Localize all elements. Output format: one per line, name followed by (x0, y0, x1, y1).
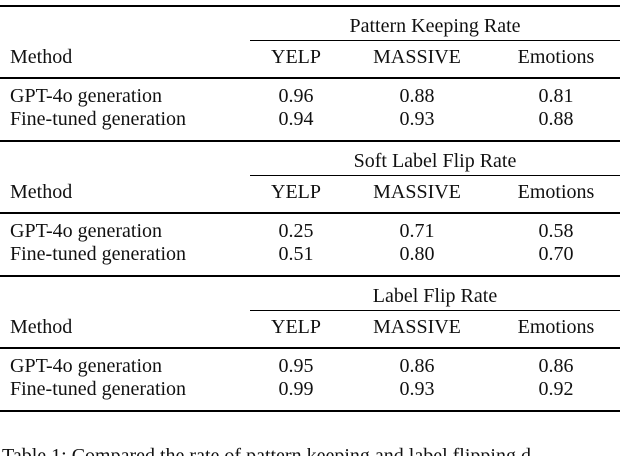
value-cell: 0.88 (538, 108, 574, 130)
column-header-massive: MASSIVE (373, 316, 461, 338)
column-header-massive: MASSIVE (373, 181, 461, 203)
method-header: Method (10, 181, 73, 203)
spanner-title: Soft Label Flip Rate (250, 142, 620, 176)
column-header-row: Method YELP MASSIVE Emotions (0, 176, 620, 214)
row-method-label: GPT-4o generation (10, 85, 163, 107)
table-row: Fine-tuned generation 0.94 0.93 0.88 (0, 108, 620, 131)
table-row: GPT-4o generation 0.25 0.71 0.58 (0, 220, 620, 243)
table-row: GPT-4o generation 0.95 0.86 0.86 (0, 355, 620, 378)
table-body: GPT-4o generation 0.95 0.86 0.86 Fine-tu… (0, 349, 620, 410)
row-method-label: GPT-4o generation (10, 220, 163, 242)
row-method-label: Fine-tuned generation (10, 108, 187, 130)
column-header-yelp: YELP (271, 46, 321, 68)
value-cell: 0.58 (538, 220, 574, 242)
spanner-spacer (0, 142, 250, 176)
column-header-massive: MASSIVE (373, 46, 461, 68)
spanner-spacer (0, 7, 250, 41)
row-method-label: Fine-tuned generation (10, 243, 187, 265)
table-section-pattern-keeping-rate: Pattern Keeping Rate Method YELP MASSIVE… (0, 5, 620, 140)
column-header-emotions: Emotions (517, 181, 595, 203)
table-body: GPT-4o generation 0.96 0.88 0.81 Fine-tu… (0, 79, 620, 140)
value-cell: 0.86 (399, 355, 435, 377)
value-cell: 0.96 (278, 85, 314, 107)
method-header: Method (10, 46, 73, 68)
value-cell: 0.92 (538, 378, 574, 400)
value-cell: 0.88 (399, 85, 435, 107)
spanner-title: Pattern Keeping Rate (250, 7, 620, 41)
value-cell: 0.81 (538, 85, 574, 107)
value-cell: 0.93 (399, 108, 435, 130)
spanner-row: Soft Label Flip Rate (0, 142, 620, 176)
method-header: Method (10, 316, 73, 338)
value-cell: 0.94 (278, 108, 314, 130)
table-row: Fine-tuned generation 0.99 0.93 0.92 (0, 378, 620, 401)
spanner-title: Label Flip Rate (250, 277, 620, 311)
column-header-row: Method YELP MASSIVE Emotions (0, 41, 620, 79)
value-cell: 0.99 (278, 378, 314, 400)
value-cell: 0.93 (399, 378, 435, 400)
table-caption: Table 1: Compared the rate of pattern ke… (2, 445, 531, 456)
column-header-yelp: YELP (271, 181, 321, 203)
row-method-label: GPT-4o generation (10, 355, 163, 377)
table-section-label-flip-rate: Label Flip Rate Method YELP MASSIVE Emot… (0, 275, 620, 412)
row-method-label: Fine-tuned generation (10, 378, 187, 400)
value-cell: 0.71 (399, 220, 435, 242)
table-row: GPT-4o generation 0.96 0.88 0.81 (0, 85, 620, 108)
value-cell: 0.51 (278, 243, 314, 265)
column-header-emotions: Emotions (517, 316, 595, 338)
table-section-soft-label-flip-rate: Soft Label Flip Rate Method YELP MASSIVE… (0, 140, 620, 275)
column-header-yelp: YELP (271, 316, 321, 338)
table-body: GPT-4o generation 0.25 0.71 0.58 Fine-tu… (0, 214, 620, 275)
spanner-row: Pattern Keeping Rate (0, 7, 620, 41)
results-table: Pattern Keeping Rate Method YELP MASSIVE… (0, 5, 620, 412)
column-header-emotions: Emotions (517, 46, 595, 68)
value-cell: 0.70 (538, 243, 574, 265)
spanner-row: Label Flip Rate (0, 277, 620, 311)
column-header-row: Method YELP MASSIVE Emotions (0, 311, 620, 349)
value-cell: 0.95 (278, 355, 314, 377)
spanner-spacer (0, 277, 250, 311)
value-cell: 0.80 (399, 243, 435, 265)
value-cell: 0.86 (538, 355, 574, 377)
value-cell: 0.25 (278, 220, 314, 242)
table-row: Fine-tuned generation 0.51 0.80 0.70 (0, 243, 620, 266)
